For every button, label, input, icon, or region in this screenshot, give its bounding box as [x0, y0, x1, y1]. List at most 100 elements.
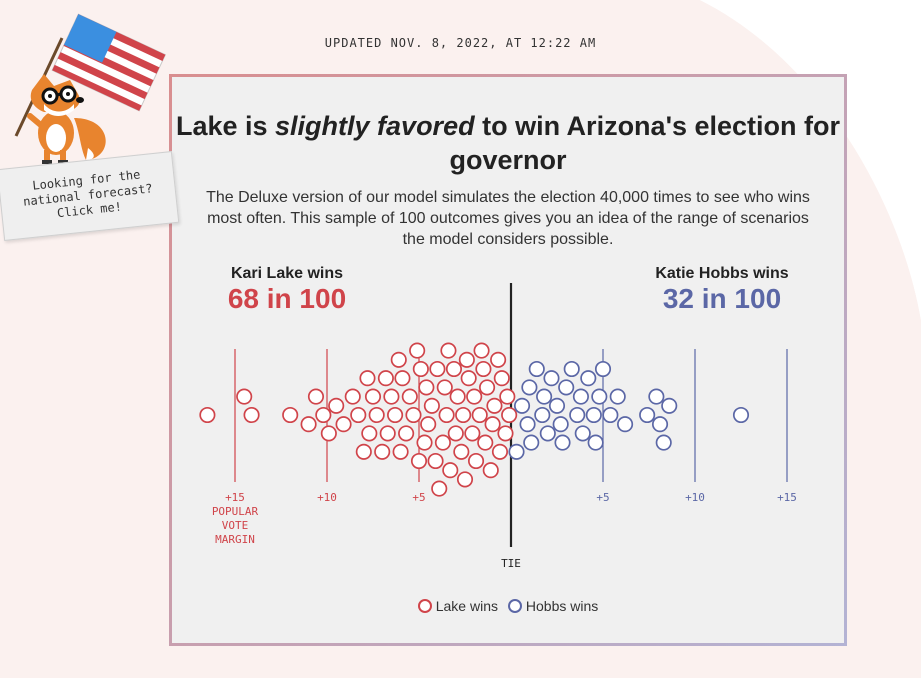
hobbs-outcome-18 — [594, 360, 612, 378]
lake-outcome-58 — [410, 452, 428, 470]
lake-outcome-5 — [300, 416, 317, 433]
hobbs-outcome-21 — [617, 416, 634, 433]
lake-outcome-4 — [282, 406, 299, 424]
tick-label-5: +15 — [777, 491, 797, 504]
lake-outcome-42 — [467, 452, 485, 470]
lake-outcome-67 — [458, 351, 475, 368]
lake-outcome-9 — [328, 397, 345, 414]
lake-outcome-22 — [394, 370, 411, 387]
fox-mascot-with-flag[interactable] — [4, 8, 184, 248]
lake-outcome-50 — [497, 425, 514, 442]
headline-start: Lake is — [175, 111, 276, 141]
lake-outcome-6 — [307, 388, 325, 405]
hobbs-outcome-5 — [528, 360, 545, 378]
subtitle: The Deluxe version of our model simulate… — [206, 189, 810, 248]
headline: Lake is slightly favored to win Arizona'… — [172, 109, 844, 177]
lake-outcome-7 — [315, 406, 332, 424]
hobbs-outcome-31 — [661, 397, 678, 414]
lake-outcome-40 — [460, 370, 477, 387]
legend-lake-swatch — [417, 599, 432, 613]
hobbs-outcome-20 — [609, 388, 626, 405]
lake-outcome-19 — [383, 388, 400, 405]
lake-outcome-61 — [455, 406, 472, 424]
forecast-card: Lake is slightly favored to win Arizona'… — [169, 74, 847, 646]
hobbs-outcome-16 — [585, 406, 602, 424]
lake-outcome-52 — [501, 406, 518, 424]
lake-outcome-38 — [453, 443, 470, 460]
tick-label-4: +10 — [685, 491, 705, 504]
lake-outcome-25 — [405, 406, 422, 424]
lake-outcome-31 — [427, 452, 444, 470]
lake-outcome-30 — [423, 397, 440, 414]
lake-outcome-34 — [438, 406, 455, 424]
tick-label-2: +5 — [412, 491, 425, 504]
hobbs-outcome-14 — [574, 425, 591, 442]
hobbs-outcome-28 — [648, 388, 665, 405]
hobbs-odds: 32 in 100 — [662, 283, 782, 314]
hobbs-outcome-22 — [521, 379, 538, 396]
lake-outcome-24 — [401, 388, 418, 405]
headline-emphasis: slightly favored — [275, 111, 475, 141]
hobbs-outcome-32 — [732, 406, 750, 424]
legend-lake: Lake wins — [417, 598, 498, 614]
lake-outcome-59 — [418, 379, 435, 396]
legend-hobbs-label: Hobbs wins — [525, 598, 599, 614]
lake-outcome-41 — [464, 425, 481, 442]
hobbs-outcome-10 — [552, 416, 569, 433]
lake-outcome-60 — [436, 379, 453, 396]
tick-label-0: +15 — [225, 491, 245, 504]
lake-outcome-45 — [479, 379, 496, 396]
hobbs-outcome-27 — [639, 406, 656, 424]
hobbs-outcome-25 — [572, 388, 589, 405]
axis-label-line-1: POPULAR — [212, 505, 259, 518]
lake-outcome-54 — [447, 425, 464, 442]
axis-label-line-2: VOTE — [222, 519, 249, 532]
legend-hobbs: Hobbs wins — [507, 598, 599, 614]
lake-outcome-21 — [390, 351, 407, 368]
lake-outcome-68 — [477, 434, 494, 451]
hobbs-outcome-29 — [651, 416, 669, 433]
lake-outcome-39 — [456, 471, 474, 488]
lake-outcome-46 — [482, 462, 499, 479]
tick-label-1: +10 — [317, 491, 337, 504]
lake-outcome-64 — [361, 425, 378, 442]
lake-outcome-44 — [475, 360, 492, 378]
hobbs-outcome-7 — [539, 425, 556, 442]
hobbs-outcome-17 — [591, 388, 608, 405]
lake-outcome-26 — [409, 342, 426, 359]
lake-outcome-2 — [236, 388, 253, 405]
lake-outcome-13 — [355, 443, 372, 460]
lake-outcome-29 — [420, 416, 437, 433]
lake-outcome-10 — [335, 416, 352, 433]
lake-outcome-33 — [434, 434, 451, 451]
lake-outcome-3 — [243, 406, 260, 424]
hobbs-outcome-6 — [534, 406, 551, 424]
headline-end: to win Arizona's election for governor — [449, 111, 841, 175]
lake-outcome-32 — [431, 480, 448, 497]
lake-outcome-12 — [350, 406, 367, 424]
hobbs-outcome-2 — [513, 397, 531, 414]
lake-outcome-48 — [490, 351, 507, 368]
lake-odds: 68 in 100 — [227, 283, 347, 314]
updated-timestamp: UPDATED NOV. 8, 2022, AT 12:22 AM — [324, 36, 597, 50]
hobbs-outcome-13 — [569, 406, 586, 424]
hobbs-outcome-9 — [548, 397, 566, 414]
lake-outcome-47 — [486, 397, 503, 414]
lake-outcome-65 — [379, 425, 396, 442]
lake-outcome-36 — [445, 360, 463, 378]
lake-outcome-66 — [440, 342, 457, 359]
hobbs-label: Katie Hobbs wins — [655, 265, 789, 282]
lake-outcome-16 — [368, 406, 385, 424]
hobbs-outcome-30 — [655, 434, 672, 451]
hobbs-outcome-23 — [536, 388, 553, 405]
legend: Lake wins Hobbs wins — [172, 598, 844, 614]
hobbs-outcome-11 — [558, 379, 575, 396]
tie-label: TIE — [501, 557, 521, 570]
tick-label-3: +5 — [596, 491, 609, 504]
lake-outcome-51 — [499, 388, 516, 405]
lake-outcome-1 — [199, 406, 216, 424]
hobbs-outcome-8 — [543, 370, 560, 387]
hobbs-outcome-4 — [523, 434, 540, 451]
lake-outcome-15 — [364, 388, 382, 405]
